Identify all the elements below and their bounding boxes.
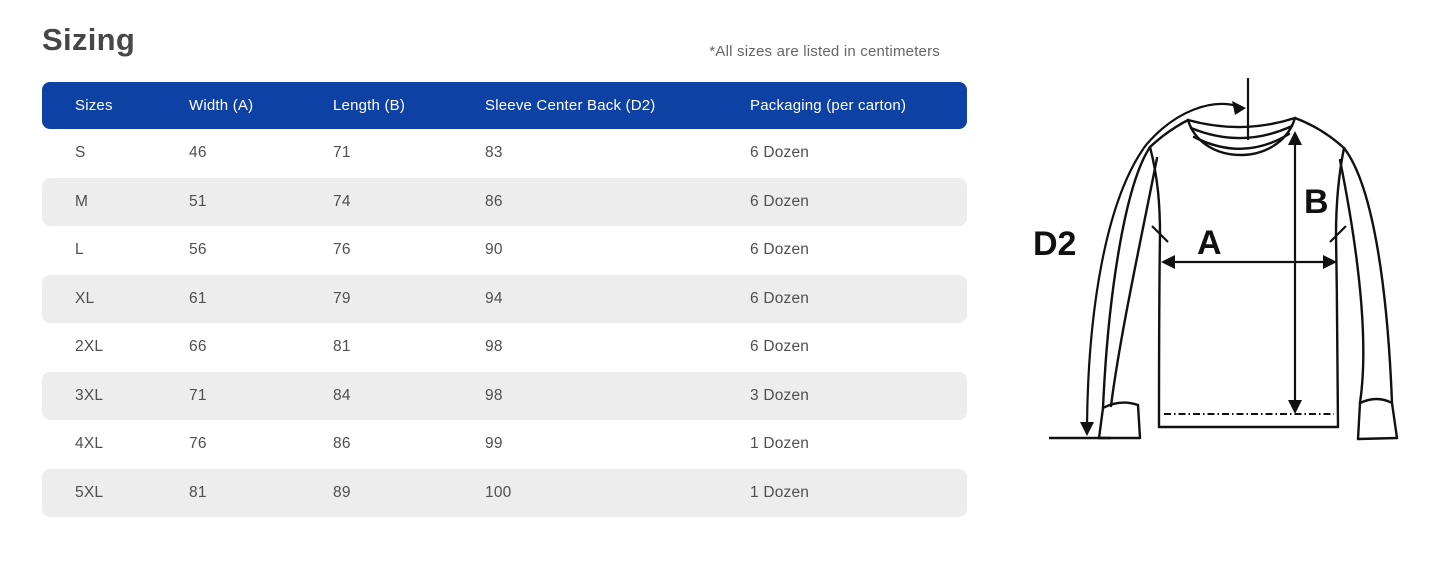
measure-b-arrow [1288,131,1302,414]
page-title: Sizing [42,22,136,57]
cell-width: 76 [189,435,207,453]
table-header-row: Sizes Width (A) Length (B) Sleeve Center… [42,82,967,129]
cell-size: 2XL [75,338,104,356]
cell-packaging: 6 Dozen [717,177,967,226]
cell-sleeve: 98 [452,371,717,420]
seam-tick-marks [1151,225,1347,243]
cell-size: L [75,241,84,259]
cell-packaging: 6 Dozen [717,274,967,323]
cell-sleeve: 98 [485,338,503,356]
column-header-sleeve: Sleeve Center Back (D2) [452,82,717,129]
cell-size: XL [42,274,156,323]
cell-sleeve: 99 [485,435,503,453]
cell-length: 71 [333,144,351,162]
cell-width: 66 [189,338,207,356]
column-header-packaging: Packaging (per carton) [717,82,967,129]
table-row: L 56 76 90 6 Dozen [42,226,967,275]
cell-width: 51 [156,177,300,226]
sweatshirt-illustration: D2 A B [1033,78,1399,441]
cell-width: 81 [156,468,300,517]
cell-size: S [75,144,86,162]
cell-sleeve: 100 [452,468,717,517]
table-row: S 46 71 83 6 Dozen [42,129,967,178]
cell-size: 5XL [42,468,156,517]
cell-sleeve: 90 [485,241,503,259]
table-row: M 51 74 86 6 Dozen [42,177,967,226]
cell-packaging: 1 Dozen [750,435,810,453]
cell-width: 71 [156,371,300,420]
cell-packaging: 6 Dozen [750,144,810,162]
table-row: 4XL 76 86 99 1 Dozen [42,420,967,469]
label-a: A [1197,224,1222,262]
cell-size: 4XL [75,435,104,453]
cell-length: 89 [300,468,452,517]
cell-packaging: 3 Dozen [717,371,967,420]
units-note: *All sizes are listed in centimeters [709,43,940,60]
cell-packaging: 6 Dozen [750,241,810,259]
cell-size: 3XL [42,371,156,420]
column-header-width: Width (A) [156,82,300,129]
cell-length: 86 [333,435,351,453]
cell-sleeve: 94 [452,274,717,323]
cell-packaging: 1 Dozen [717,468,967,517]
table-row: 2XL 66 81 98 6 Dozen [42,323,967,372]
measure-a-arrow [1161,255,1337,269]
cell-length: 74 [300,177,452,226]
garment-outline [1097,116,1399,441]
cell-width: 56 [189,241,207,259]
cell-length: 76 [333,241,351,259]
cell-sleeve: 86 [452,177,717,226]
garment-measurement-diagram: D2 A B [1030,50,1430,470]
sizing-table: Sizes Width (A) Length (B) Sleeve Center… [42,82,967,517]
cell-length: 81 [333,338,351,356]
column-header-sizes: Sizes [42,82,156,129]
cell-length: 84 [300,371,452,420]
measure-d2-arrow [1049,101,1246,440]
label-b: B [1304,183,1329,221]
cell-packaging: 6 Dozen [750,338,810,356]
table-row: 3XL 71 84 98 3 Dozen [42,371,967,420]
cell-width: 46 [189,144,207,162]
column-header-length: Length (B) [300,82,452,129]
label-d2: D2 [1033,225,1076,263]
table-row: 5XL 81 89 100 1 Dozen [42,468,967,517]
table-row: XL 61 79 94 6 Dozen [42,274,967,323]
cell-length: 79 [300,274,452,323]
cell-width: 61 [156,274,300,323]
cell-sleeve: 83 [485,144,503,162]
cell-size: M [42,177,156,226]
